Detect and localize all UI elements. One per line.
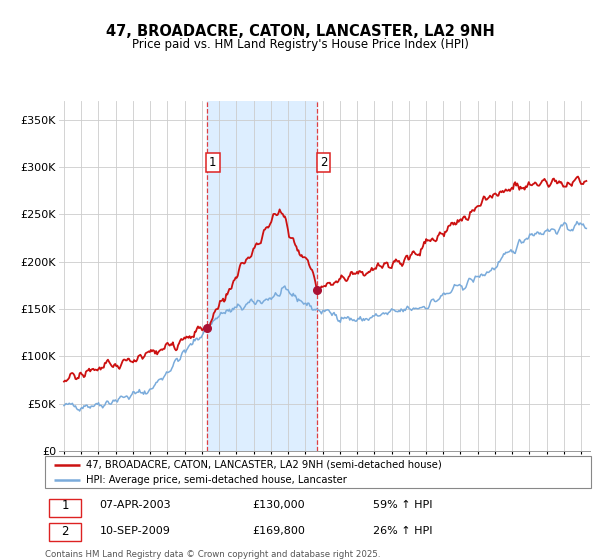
Text: 2: 2 [61,525,69,538]
FancyBboxPatch shape [45,456,591,488]
Text: 10-SEP-2009: 10-SEP-2009 [100,526,170,536]
Text: 1: 1 [61,498,69,511]
Text: 47, BROADACRE, CATON, LANCASTER, LA2 9NH (semi-detached house): 47, BROADACRE, CATON, LANCASTER, LA2 9NH… [86,460,442,470]
Text: 59% ↑ HPI: 59% ↑ HPI [373,500,432,510]
Text: Price paid vs. HM Land Registry's House Price Index (HPI): Price paid vs. HM Land Registry's House … [131,38,469,52]
Text: £130,000: £130,000 [253,500,305,510]
Text: 1: 1 [209,156,217,169]
Bar [206,101,317,451]
FancyBboxPatch shape [49,523,81,541]
Text: 26% ↑ HPI: 26% ↑ HPI [373,526,432,536]
Text: HPI: Average price, semi-detached house, Lancaster: HPI: Average price, semi-detached house,… [86,474,347,484]
Text: 47, BROADACRE, CATON, LANCASTER, LA2 9NH: 47, BROADACRE, CATON, LANCASTER, LA2 9NH [106,25,494,39]
Text: £169,800: £169,800 [253,526,305,536]
Text: Contains HM Land Registry data © Crown copyright and database right 2025.
This d: Contains HM Land Registry data © Crown c… [45,550,380,560]
Text: 2: 2 [320,156,328,169]
FancyBboxPatch shape [49,499,81,517]
Text: 07-APR-2003: 07-APR-2003 [100,500,171,510]
